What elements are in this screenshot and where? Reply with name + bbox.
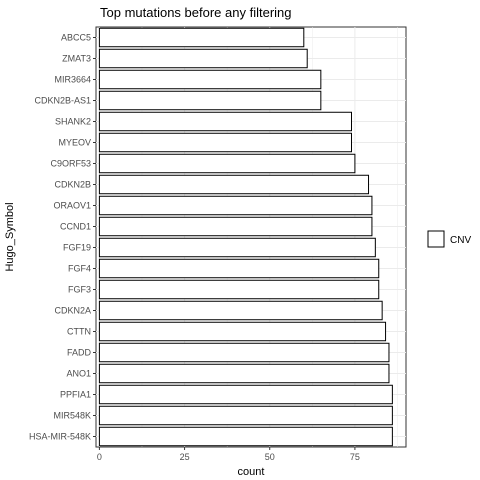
bar-zmat3 (98, 48, 308, 69)
bar-ppfia1 (98, 384, 393, 405)
y-axis: ABCC5 ZMAT3 MIR3664 CDKN2B-AS1 SHANK2 MYEOV C9… (29, 33, 96, 442)
legend-label-cnv: CNV (450, 235, 471, 246)
y-tick-label: FGF3 (68, 285, 91, 295)
legend: CNV (427, 230, 471, 248)
y-tick-label: CDKN2A (54, 306, 91, 316)
y-tick-label: SHANK2 (55, 117, 91, 127)
x-axis: 0 25 50 75 (97, 447, 360, 462)
bar-fgf19 (98, 237, 376, 258)
y-tick-label: ORAOV1 (53, 201, 91, 211)
y-tick-label: C9ORF53 (50, 159, 91, 169)
y-tick-label: CTTN (67, 327, 91, 337)
bar-ccnd1 (98, 216, 373, 237)
bar-cdkn2b-as1 (98, 90, 322, 111)
y-axis-title: Hugo_Symbol (4, 202, 16, 271)
bar-myeov (98, 132, 352, 153)
bar-fgf4 (98, 258, 380, 279)
bar-c9orf53 (98, 153, 356, 174)
bar-fgf3 (98, 279, 380, 300)
y-tick-label: ZMAT3 (62, 54, 91, 64)
bar-abcc5 (98, 27, 305, 48)
plot-panel (95, 26, 407, 448)
bars (98, 27, 393, 447)
x-tick-label: 25 (180, 452, 190, 462)
x-tick-label: 50 (265, 452, 275, 462)
bar-cdkn2b (98, 174, 370, 195)
bar-shank2 (98, 111, 352, 132)
bar-hsa-mir-548k (98, 426, 393, 447)
y-tick-label: FADD (67, 348, 92, 358)
y-tick-label: MIR548K (53, 411, 91, 421)
y-tick-label: HSA-MIR-548K (29, 432, 91, 442)
y-tick-label: ANO1 (66, 369, 91, 379)
bar-fadd (98, 342, 390, 363)
bar-mir3664 (98, 69, 322, 90)
bar-cdkn2a (98, 300, 383, 321)
bar-ano1 (98, 363, 390, 384)
y-tick-label: PPFIA1 (60, 390, 91, 400)
y-tick-label: MIR3664 (54, 75, 91, 85)
y-tick-label: FGF19 (63, 243, 91, 253)
y-tick-label: ABCC5 (61, 33, 91, 43)
y-tick-label: CDKN2B (54, 180, 91, 190)
y-tick-label: CDKN2B-AS1 (34, 96, 91, 106)
x-tick-label: 75 (350, 452, 360, 462)
x-axis-title: count (238, 466, 265, 478)
x-tick-label: 0 (97, 452, 102, 462)
bar-oraov1 (98, 195, 373, 216)
y-tick-label: MYEOV (58, 138, 91, 148)
y-tick-label: CCND1 (60, 222, 91, 232)
plot-title: Top mutations before any filtering (100, 5, 292, 20)
bar-cttn (98, 321, 387, 342)
bar-mir548k (98, 405, 393, 426)
legend-key-cnv (427, 230, 445, 248)
y-tick-label: FGF4 (68, 264, 91, 274)
